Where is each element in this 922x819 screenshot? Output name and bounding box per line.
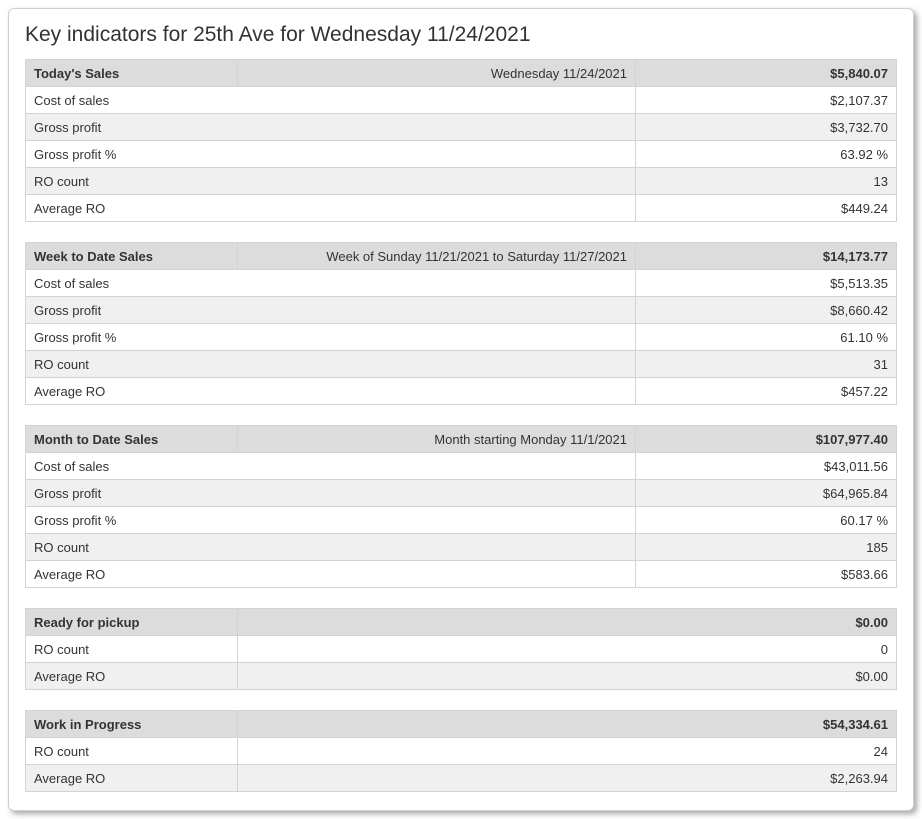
header-value: $5,840.07 <box>636 60 897 87</box>
table-row: Gross profit $3,732.70 <box>26 114 897 141</box>
row-value: $457.22 <box>636 378 897 405</box>
table-row: RO count 0 <box>26 636 897 663</box>
header-value: $107,977.40 <box>636 426 897 453</box>
row-label: Average RO <box>26 195 636 222</box>
table-row: Gross profit % 61.10 % <box>26 324 897 351</box>
row-value: 24 <box>238 738 897 765</box>
table-row: RO count 185 <box>26 534 897 561</box>
row-value: 60.17 % <box>636 507 897 534</box>
row-value: $5,513.35 <box>636 270 897 297</box>
header-label: Month to Date Sales <box>26 426 238 453</box>
section-wtd: Week to Date Sales Week of Sunday 11/21/… <box>25 242 897 405</box>
row-label: RO count <box>26 351 636 378</box>
key-indicators-card: Key indicators for 25th Ave for Wednesda… <box>8 8 914 811</box>
row-value: $2,263.94 <box>238 765 897 792</box>
table-row: Average RO $583.66 <box>26 561 897 588</box>
row-value: 31 <box>636 351 897 378</box>
header-value: $14,173.77 <box>636 243 897 270</box>
header-value: $0.00 <box>238 609 897 636</box>
section-today: Today's Sales Wednesday 11/24/2021 $5,84… <box>25 59 897 222</box>
section-pickup: Ready for pickup $0.00 RO count 0 Averag… <box>25 608 897 690</box>
row-label: Gross profit <box>26 480 636 507</box>
table-row: RO count 13 <box>26 168 897 195</box>
row-label: RO count <box>26 534 636 561</box>
row-value: $43,011.56 <box>636 453 897 480</box>
section-mtd: Month to Date Sales Month starting Monda… <box>25 425 897 588</box>
table-pickup: Ready for pickup $0.00 RO count 0 Averag… <box>25 608 897 690</box>
table-row: Gross profit $8,660.42 <box>26 297 897 324</box>
row-value: 63.92 % <box>636 141 897 168</box>
table-row: Average RO $449.24 <box>26 195 897 222</box>
header-label: Today's Sales <box>26 60 238 87</box>
row-label: RO count <box>26 738 238 765</box>
row-value: $3,732.70 <box>636 114 897 141</box>
table-row: Cost of sales $43,011.56 <box>26 453 897 480</box>
row-label: Gross profit % <box>26 141 636 168</box>
header-value: $54,334.61 <box>238 711 897 738</box>
row-value: 61.10 % <box>636 324 897 351</box>
table-header-row: Ready for pickup $0.00 <box>26 609 897 636</box>
table-header-row: Today's Sales Wednesday 11/24/2021 $5,84… <box>26 60 897 87</box>
row-label: Average RO <box>26 765 238 792</box>
table-mtd: Month to Date Sales Month starting Monda… <box>25 425 897 588</box>
section-wip: Work in Progress $54,334.61 RO count 24 … <box>25 710 897 792</box>
row-label: Cost of sales <box>26 270 636 297</box>
table-today: Today's Sales Wednesday 11/24/2021 $5,84… <box>25 59 897 222</box>
row-value: $8,660.42 <box>636 297 897 324</box>
table-wtd: Week to Date Sales Week of Sunday 11/21/… <box>25 242 897 405</box>
row-label: Average RO <box>26 561 636 588</box>
row-label: RO count <box>26 168 636 195</box>
header-sublabel: Wednesday 11/24/2021 <box>238 60 636 87</box>
row-value: $0.00 <box>238 663 897 690</box>
row-value: $64,965.84 <box>636 480 897 507</box>
header-label: Week to Date Sales <box>26 243 238 270</box>
table-wip: Work in Progress $54,334.61 RO count 24 … <box>25 710 897 792</box>
row-label: Gross profit % <box>26 324 636 351</box>
row-label: RO count <box>26 636 238 663</box>
row-label: Cost of sales <box>26 87 636 114</box>
row-label: Gross profit <box>26 297 636 324</box>
table-row: Cost of sales $5,513.35 <box>26 270 897 297</box>
table-header-row: Work in Progress $54,334.61 <box>26 711 897 738</box>
row-value: $449.24 <box>636 195 897 222</box>
row-label: Gross profit <box>26 114 636 141</box>
table-row: Average RO $457.22 <box>26 378 897 405</box>
table-row: Gross profit % 60.17 % <box>26 507 897 534</box>
row-value: 185 <box>636 534 897 561</box>
table-header-row: Week to Date Sales Week of Sunday 11/21/… <box>26 243 897 270</box>
table-row: Gross profit $64,965.84 <box>26 480 897 507</box>
row-value: $583.66 <box>636 561 897 588</box>
table-row: Cost of sales $2,107.37 <box>26 87 897 114</box>
header-sublabel: Week of Sunday 11/21/2021 to Saturday 11… <box>238 243 636 270</box>
row-value: 13 <box>636 168 897 195</box>
header-sublabel: Month starting Monday 11/1/2021 <box>238 426 636 453</box>
header-label: Ready for pickup <box>26 609 238 636</box>
row-label: Average RO <box>26 378 636 405</box>
row-label: Average RO <box>26 663 238 690</box>
row-label: Gross profit % <box>26 507 636 534</box>
row-value: 0 <box>238 636 897 663</box>
table-row: RO count 31 <box>26 351 897 378</box>
row-value: $2,107.37 <box>636 87 897 114</box>
table-row: Average RO $0.00 <box>26 663 897 690</box>
page-title: Key indicators for 25th Ave for Wednesda… <box>25 23 897 47</box>
row-label: Cost of sales <box>26 453 636 480</box>
table-header-row: Month to Date Sales Month starting Monda… <box>26 426 897 453</box>
table-row: Average RO $2,263.94 <box>26 765 897 792</box>
table-row: RO count 24 <box>26 738 897 765</box>
header-label: Work in Progress <box>26 711 238 738</box>
table-row: Gross profit % 63.92 % <box>26 141 897 168</box>
